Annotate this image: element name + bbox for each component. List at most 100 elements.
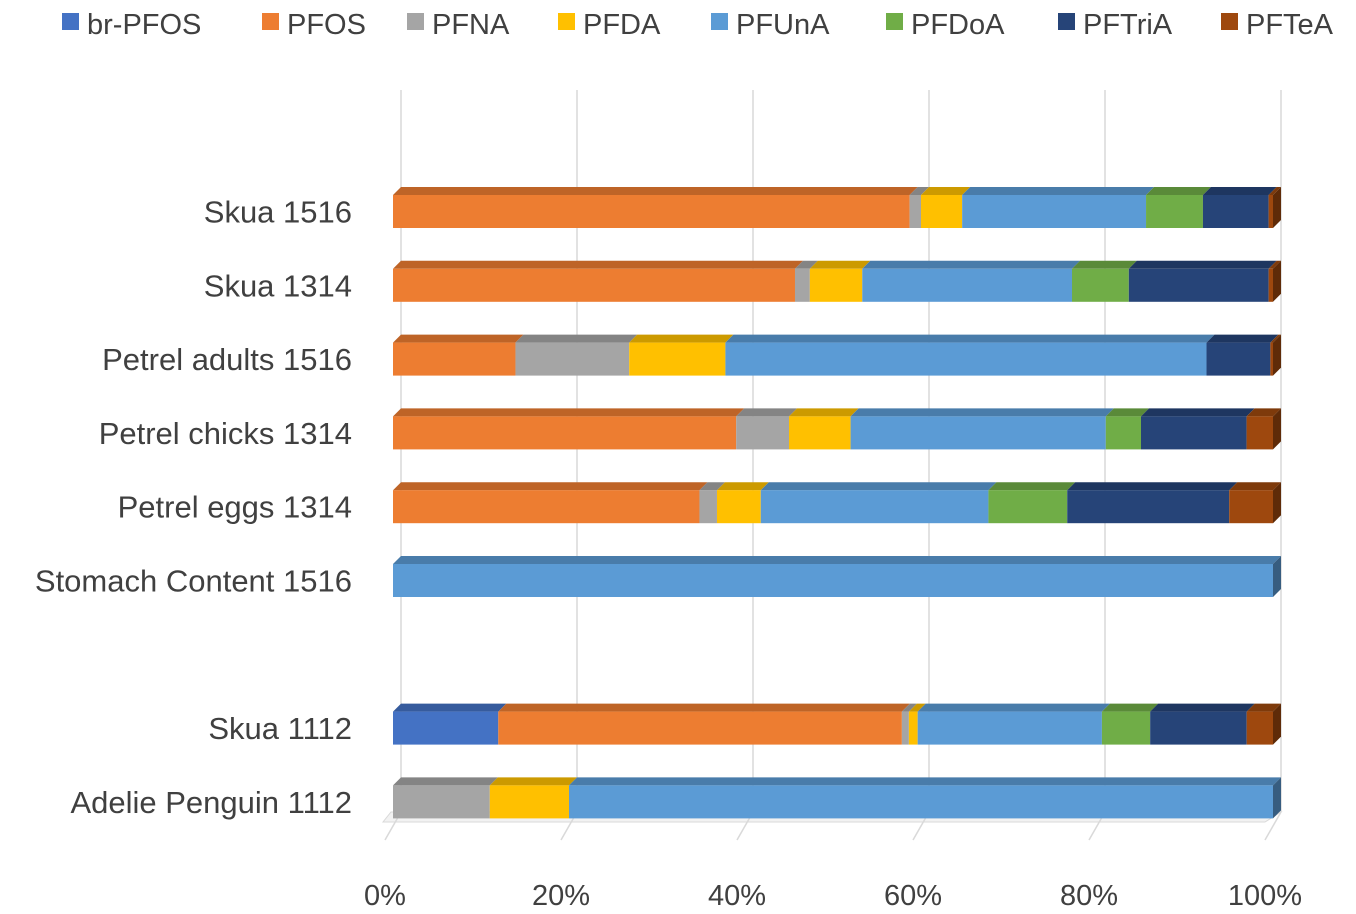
legend-item-pfos: PFOS	[262, 9, 366, 41]
bar-segment-skua-1112-pfda	[908, 711, 918, 745]
bar-segment-petrel-eggs-1314-pfuna	[760, 490, 989, 524]
legend-swatch-pfuna	[711, 13, 728, 30]
bar-segment-skua-1112-pfdoa-top	[1101, 703, 1159, 712]
bar-segment-skua-1314-pftea	[1268, 268, 1273, 302]
bar-side-skua-1112	[1273, 703, 1281, 745]
bar-segment-petrel-adults-1516-pfna	[515, 342, 630, 376]
bar-segment-petrel-adults-1516-pfda	[629, 342, 726, 376]
bar-segment-petrel-eggs-1314-pfda-top	[716, 482, 769, 491]
bar-segment-petrel-chicks-1314-pfna-top	[736, 408, 797, 417]
x-tick-label-60: 60%	[884, 880, 942, 912]
bar-side-petrel-eggs-1314	[1273, 482, 1281, 524]
x-tick-label-100: 100%	[1228, 880, 1302, 912]
x-tick-labels: 0% 20% 40% 60% 80% 100%	[364, 880, 1302, 912]
bar-adelie-penguin-1112	[393, 777, 1281, 819]
x-tick-label-0: 0%	[364, 880, 406, 912]
bar-segment-petrel-chicks-1314-pftea	[1246, 416, 1273, 450]
bar-skua-1112	[393, 703, 1281, 745]
bar-segment-skua-1516-pfos	[393, 195, 910, 228]
bar-segment-petrel-adults-1516-pftea	[1270, 342, 1273, 376]
category-labels: Skua 1516 Skua 1314 Petrel adults 1516 Petr…	[35, 195, 352, 820]
bar-segment-skua-1112-pfna-top	[901, 703, 917, 712]
bar-segment-skua-1112-pfna	[901, 711, 909, 745]
bar-petrel-eggs-1314	[393, 482, 1281, 524]
bar-segment-skua-1516-pfdoa	[1146, 195, 1203, 228]
bar-segment-petrel-chicks-1314-pfda	[789, 416, 851, 450]
bar-segment-skua-1112-br-pfos-top	[393, 703, 507, 712]
bar-segment-petrel-chicks-1314-pfos	[393, 416, 737, 450]
bar-segment-skua-1112-br-pfos	[393, 711, 499, 745]
legend-swatch-pfna	[407, 13, 424, 30]
legend-label-pftria: PFTriA	[1083, 9, 1173, 41]
bar-skua-1516	[393, 187, 1281, 228]
bar-segment-skua-1516-pfna-top	[909, 187, 929, 195]
bar-segment-skua-1112-pfdoa	[1101, 711, 1151, 745]
bar-petrel-chicks-1314	[393, 408, 1281, 450]
bar-segment-skua-1314-pfuna	[862, 268, 1073, 302]
legend-swatch-pftria	[1058, 13, 1075, 30]
bar-segment-petrel-eggs-1314-pfna	[699, 490, 717, 524]
bar-segment-petrel-eggs-1314-pftria	[1067, 490, 1230, 524]
gridline-floor-100	[1264, 811, 1282, 841]
bar-segment-petrel-adults-1516-pfna-top	[515, 334, 638, 343]
bar-segment-skua-1314-pfda-top	[809, 260, 871, 269]
legend-item-pfda: PFDA	[558, 9, 661, 41]
bar-segment-skua-1516-pftria-top	[1202, 187, 1277, 195]
bar-segment-petrel-chicks-1314-pfuna-top	[850, 408, 1114, 417]
bar-segment-skua-1112-pfos	[498, 711, 902, 745]
legend-label-pfdoa: PFDoA	[911, 9, 1005, 41]
legend-item-pfdoa: PFDoA	[886, 9, 1005, 41]
bar-segment-skua-1516-pfda-top	[921, 187, 971, 195]
bar-segment-petrel-eggs-1314-pfos-top	[393, 482, 708, 491]
category-label-skua-1314: Skua 1314	[204, 268, 352, 303]
bar-segment-adelie-penguin-1112-pfna-top	[393, 777, 498, 786]
bar-side-skua-1516	[1273, 187, 1281, 228]
bar-segment-petrel-adults-1516-pfda-top	[629, 334, 734, 343]
legend-label-pfna: PFNA	[432, 9, 510, 41]
bar-segment-skua-1112-pfuna-top	[917, 703, 1110, 712]
bar-segment-petrel-eggs-1314-pftea-top	[1229, 482, 1281, 491]
bar-segment-skua-1112-pftria	[1150, 711, 1247, 745]
bar-side-adelie-penguin-1112	[1273, 777, 1281, 819]
bar-segment-skua-1112-pftea-top	[1246, 703, 1281, 712]
category-label-skua-1516: Skua 1516	[204, 195, 352, 230]
bar-segment-skua-1516-pftea-top	[1268, 187, 1281, 195]
bar-segment-skua-1516-pfos-top	[393, 187, 918, 195]
bar-segment-petrel-eggs-1314-pfda	[716, 490, 761, 524]
bar-segment-skua-1314-pftea-top	[1268, 260, 1281, 269]
bar-segment-petrel-eggs-1314-pfna-top	[699, 482, 725, 491]
bar-segment-skua-1516-pftea	[1268, 195, 1273, 228]
bar-segment-petrel-eggs-1314-pftria-top	[1067, 482, 1238, 491]
bar-segment-petrel-adults-1516-pftria	[1206, 342, 1271, 376]
bar-segment-skua-1112-pftea	[1246, 711, 1273, 745]
bar-segment-adelie-penguin-1112-pfuna-top	[569, 777, 1281, 786]
bar-segment-petrel-eggs-1314-pfdoa-top	[988, 482, 1076, 491]
legend: br-PFOS PFOS PFNA PFDA PFUnA PFDoA PFTriA PFTeA	[62, 9, 1334, 41]
bar-segment-petrel-eggs-1314-pfdoa	[988, 490, 1068, 524]
bar-segment-skua-1516-pfna	[909, 195, 921, 228]
bar-segment-stomach-content-1516-pfuna-top	[393, 556, 1281, 564]
bar-segment-stomach-content-1516-pfuna	[393, 564, 1273, 597]
category-label-petrel-chicks-1314: Petrel chicks 1314	[99, 416, 352, 451]
category-label-petrel-adults-1516: Petrel adults 1516	[102, 342, 352, 377]
bar-segment-petrel-chicks-1314-pfdoa	[1105, 416, 1141, 450]
category-label-stomach-content-1516: Stomach Content 1516	[35, 564, 352, 599]
legend-item-pftria: PFTriA	[1058, 9, 1173, 41]
bar-segment-petrel-adults-1516-pfos	[393, 342, 516, 376]
bar-segment-skua-1314-pfda	[809, 268, 863, 302]
bar-segment-petrel-chicks-1314-pfos-top	[393, 408, 745, 417]
bar-segment-skua-1516-pftria	[1202, 195, 1269, 228]
legend-item-br-pfos: br-PFOS	[62, 9, 201, 41]
legend-item-pfuna: PFUnA	[711, 9, 830, 41]
bar-segment-skua-1314-pfdoa	[1072, 268, 1129, 302]
legend-swatch-pftea	[1221, 13, 1238, 30]
bar-segment-petrel-chicks-1314-pfna	[736, 416, 789, 450]
bar-segment-petrel-chicks-1314-pftria	[1141, 416, 1247, 450]
bars	[393, 187, 1281, 819]
category-label-adelie-penguin-1112: Adelie Penguin 1112	[70, 785, 352, 820]
legend-label-pfos: PFOS	[287, 9, 366, 41]
bar-segment-petrel-chicks-1314-pftea-top	[1246, 408, 1281, 417]
bar-segment-skua-1314-pfna-top	[794, 260, 818, 269]
bar-segment-petrel-chicks-1314-pfdoa-top	[1105, 408, 1149, 417]
bar-side-petrel-adults-1516	[1273, 334, 1281, 376]
